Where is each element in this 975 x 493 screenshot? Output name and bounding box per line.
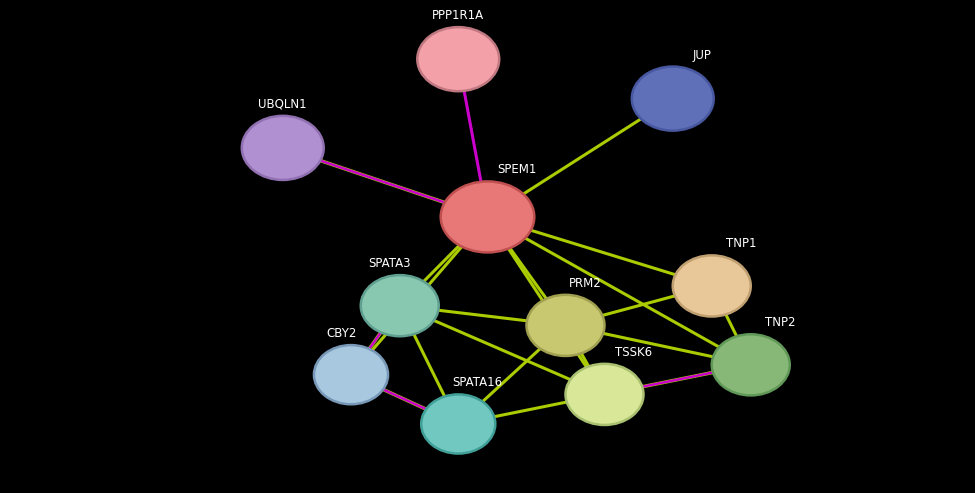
Ellipse shape [673, 255, 751, 317]
Text: UBQLN1: UBQLN1 [258, 98, 307, 111]
Ellipse shape [566, 364, 644, 425]
Ellipse shape [712, 334, 790, 395]
Text: PPP1R1A: PPP1R1A [432, 9, 485, 22]
Text: PRM2: PRM2 [568, 277, 602, 290]
Text: SPATA16: SPATA16 [452, 377, 503, 389]
Ellipse shape [242, 116, 324, 180]
Text: SPEM1: SPEM1 [497, 164, 536, 176]
Ellipse shape [361, 275, 439, 336]
Ellipse shape [314, 345, 388, 404]
Text: TSSK6: TSSK6 [615, 346, 652, 359]
Ellipse shape [441, 181, 534, 252]
Text: SPATA3: SPATA3 [369, 257, 411, 270]
Text: JUP: JUP [692, 49, 712, 62]
Ellipse shape [421, 394, 495, 454]
Text: TNP2: TNP2 [764, 317, 796, 329]
Text: CBY2: CBY2 [326, 327, 357, 340]
Ellipse shape [632, 67, 714, 131]
Ellipse shape [526, 295, 604, 356]
Ellipse shape [417, 27, 499, 91]
Text: TNP1: TNP1 [725, 238, 757, 250]
